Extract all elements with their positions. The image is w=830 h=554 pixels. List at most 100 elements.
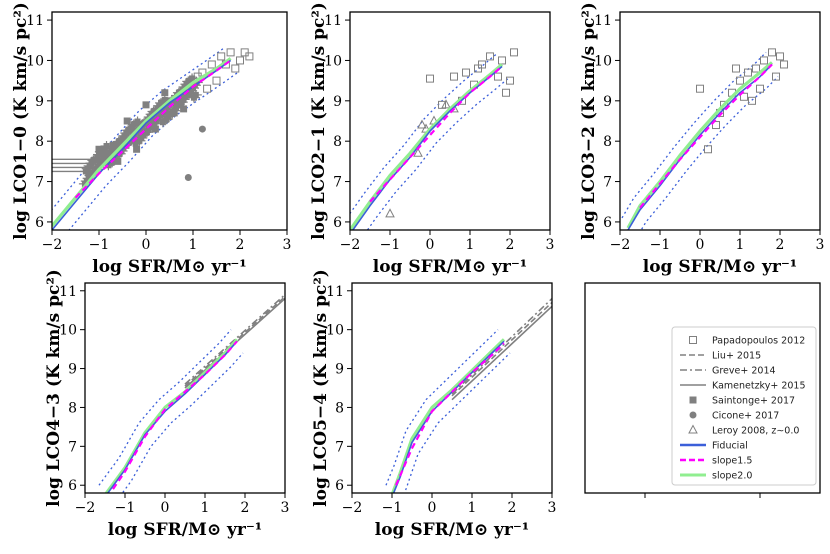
axes-frame: [619, 11, 821, 231]
papadopoulos-point: [217, 52, 226, 61]
y-tick-label: 7: [35, 175, 44, 191]
papadopoulos-point: [226, 48, 235, 57]
axes-frame: [351, 282, 553, 494]
panel-co2-1: −2 −1 0 1 2 3 6 7 8 9 10 11 log SFR/M⊙ yr⁻¹ log LCO2−…: [309, 2, 554, 277]
papadopoulos-point: [207, 60, 216, 69]
x-tick-label: 0: [696, 237, 705, 253]
panel-co1-0: −2 −1 0 1 2 3 6 7 8 9 10 11 log SFR/M⊙ yr⁻¹ log LCO1−…: [11, 2, 291, 277]
legend-label: Liu+ 2015: [712, 351, 761, 362]
x-tick-label: 0: [142, 237, 151, 253]
fiducial-envelope-lower: [121, 352, 244, 493]
x-tick-label: −2: [42, 237, 63, 253]
y-tick-label: 6: [603, 215, 612, 231]
y-tick-label: 8: [35, 134, 44, 150]
y-tick-label: 9: [68, 362, 77, 378]
liu-2015-line: [451, 301, 552, 397]
legend-entry: Cicone+ 2017: [689, 411, 779, 422]
papadopoulos-point: [748, 96, 756, 105]
x-tick-label: 3: [546, 237, 555, 253]
papadopoulos-point: [732, 64, 740, 73]
fiducial-envelope-lower: [68, 72, 239, 230]
x-tick-label: −1: [115, 500, 136, 516]
papadopoulos-point: [712, 121, 720, 130]
saintonge-cloud-point: [150, 108, 157, 115]
papadopoulos-point: [780, 60, 788, 69]
y-axis-label: log LCO1−0 (K km/s pc²): [11, 2, 31, 240]
greve-2014-line: [451, 297, 552, 395]
fiducial-line: [627, 63, 773, 230]
papadopoulos-point: [231, 64, 240, 73]
saintonge-cloud-point: [90, 157, 97, 164]
y-tick-label: 10: [59, 323, 77, 339]
y-tick-label: 7: [603, 175, 612, 191]
x-tick-label: 3: [816, 237, 825, 253]
fiducial-envelope-upper: [98, 329, 232, 486]
saintonge-cloud-point: [159, 119, 166, 126]
papadopoulos-point: [203, 84, 212, 93]
y-tick-label: 6: [333, 215, 342, 231]
saintonge-point: [180, 105, 188, 113]
y-tick-label: 6: [35, 215, 44, 231]
y-tick-label: 9: [35, 94, 44, 110]
y-tick-label: 10: [326, 323, 344, 339]
papadopoulos-point: [736, 76, 744, 85]
papadopoulos-point: [752, 64, 760, 73]
papadopoulos-point: [696, 84, 704, 93]
x-axis-label: log SFR/M⊙ yr⁻¹: [375, 520, 530, 540]
legend-frame: [671, 326, 817, 486]
fiducial-line: [392, 340, 505, 493]
papadopoulos-point: [744, 68, 752, 77]
y-tick-label: 11: [594, 13, 612, 29]
saintonge-cloud-point: [158, 99, 165, 106]
plot-area: [385, 297, 552, 493]
fiducial-line: [351, 65, 503, 230]
plot-area: [52, 47, 254, 230]
papadopoulos-point: [506, 76, 514, 85]
x-tick-label: −2: [610, 237, 631, 253]
x-tick-label: 0: [161, 500, 170, 516]
x-tick-label: 0: [426, 237, 435, 253]
x-tick-label: 3: [283, 237, 292, 253]
fiducial-envelope-upper: [52, 47, 224, 211]
legend-label: Greve+ 2014: [712, 366, 776, 377]
saintonge-point: [161, 89, 169, 97]
saintonge-cloud-point: [115, 138, 122, 145]
papadopoulos-point: [462, 68, 470, 77]
x-tick-label: 2: [506, 237, 515, 253]
saintonge-cloud-point: [98, 158, 105, 165]
papadopoulos-point: [494, 72, 502, 81]
slope2-0-line: [104, 338, 239, 493]
legend-entry: Liu+ 2015: [680, 351, 761, 362]
fiducial-envelope-lower: [640, 76, 779, 230]
legend-entry: slope2.0: [680, 471, 752, 482]
cicone-point: [198, 125, 206, 133]
y-tick-label: 7: [335, 439, 344, 455]
x-tick-label: 3: [548, 500, 557, 516]
legend-marker: [689, 336, 697, 344]
legend-label: Leroy 2008, z∼0.0: [712, 426, 799, 437]
y-tick-label: 8: [68, 400, 77, 416]
fiducial-envelope-upper: [350, 53, 497, 215]
legend-label: slope2.0: [712, 471, 752, 482]
fiducial-line: [106, 340, 238, 493]
axes-frame: [51, 11, 288, 231]
y-tick-label: 6: [335, 478, 344, 494]
slope1-5-line: [394, 342, 505, 486]
leroy-point: [413, 147, 423, 157]
saintonge-cloud-point: [132, 140, 139, 147]
x-tick-label: −1: [89, 237, 110, 253]
legend-entry: Saintonge+ 2017: [689, 396, 795, 407]
legend-label: slope1.5: [712, 456, 752, 467]
saintonge-cloud-point: [130, 121, 137, 128]
legend-entry: Kamenetzky+ 2015: [680, 381, 806, 392]
slope1-5-line: [112, 340, 238, 490]
slope2-0-line: [350, 63, 504, 230]
saintonge-point: [133, 145, 141, 153]
legend: Papadopoulos 2012 Liu+ 2015 Greve+ 2014 Kam…: [671, 326, 817, 486]
saintonge-cloud-point: [125, 127, 132, 134]
y-tick-label: 9: [335, 362, 344, 378]
y-axis-label: log LCO2−1 (K km/s pc²): [309, 2, 329, 240]
x-axis-label: log SFR/M⊙ yr⁻¹: [108, 520, 263, 540]
y-axis-label: log LCO4−3 (K km/s pc²): [44, 269, 64, 507]
legend-label: Cicone+ 2017: [712, 411, 779, 422]
